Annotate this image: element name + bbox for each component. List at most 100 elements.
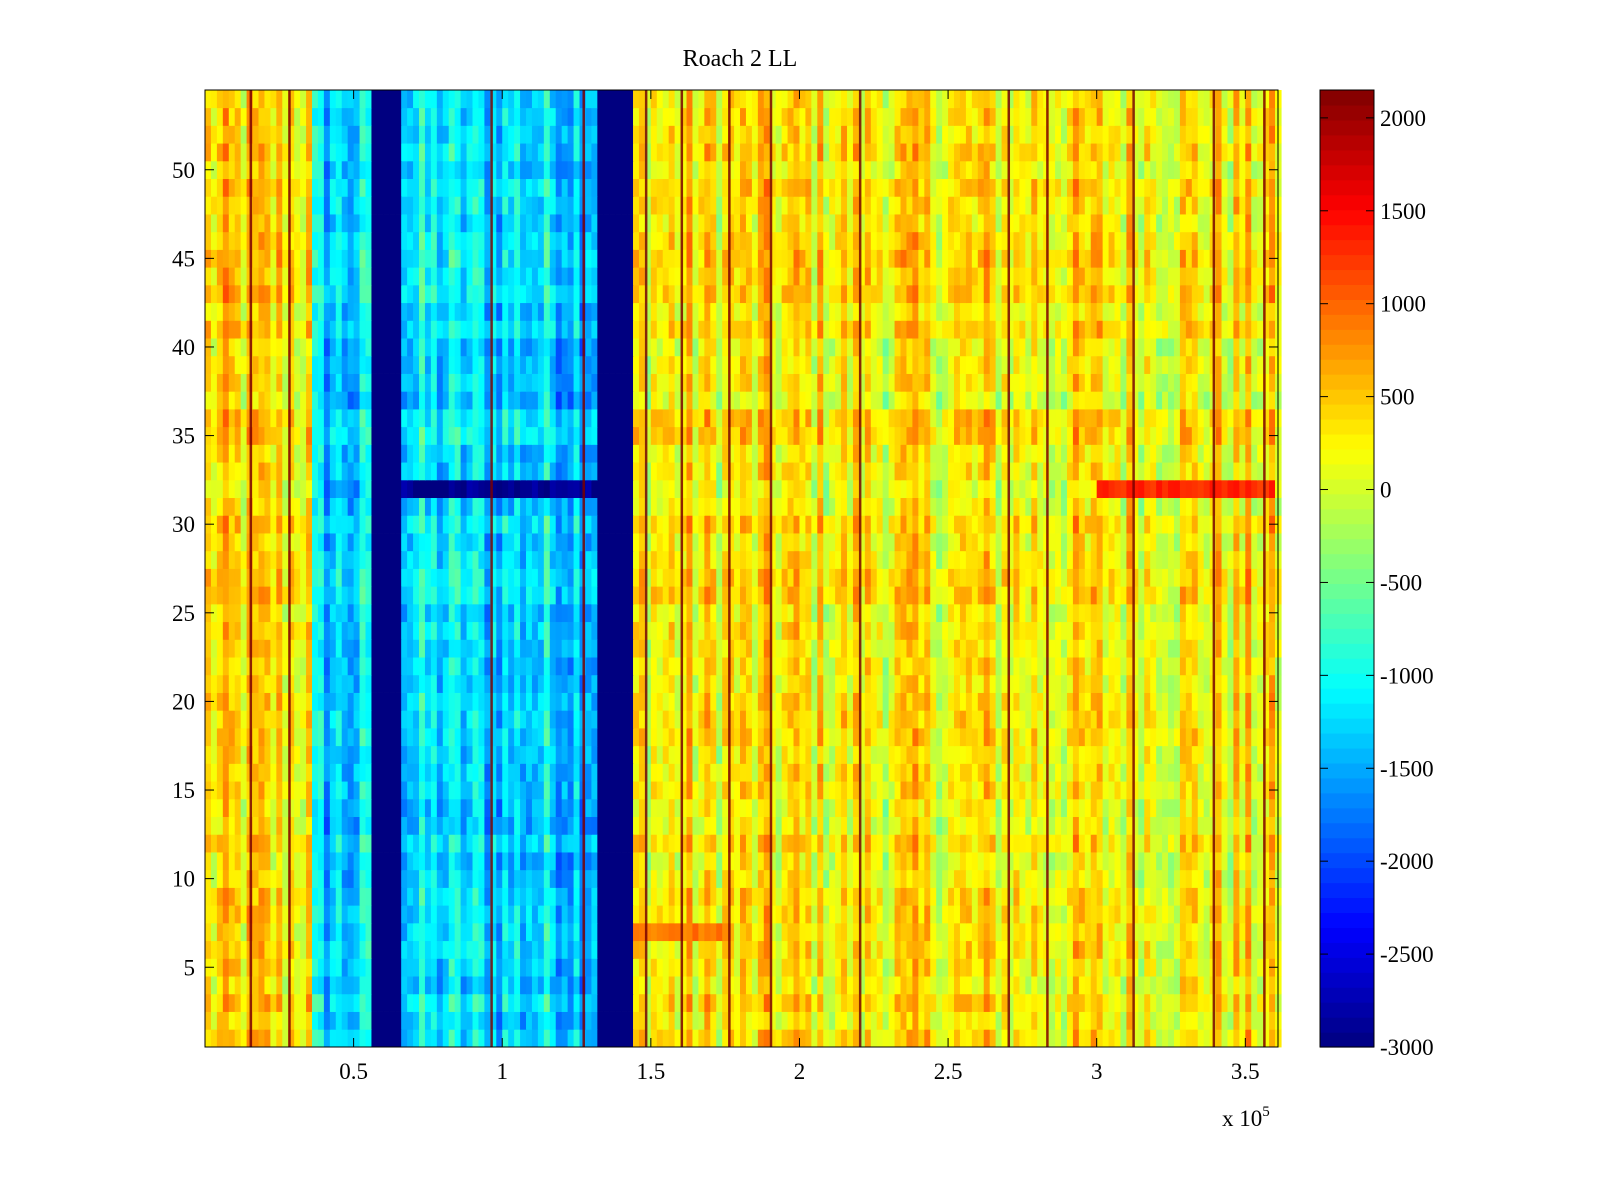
heatmap-cell (1025, 922, 1032, 942)
heatmap-cell (1013, 603, 1021, 623)
heatmap-cell (728, 586, 735, 605)
heatmap-cell (621, 1029, 628, 1048)
heatmap-cell (977, 940, 985, 959)
heatmap-cell (704, 798, 711, 818)
heatmap-cell (520, 710, 527, 729)
heatmap-cell (1084, 834, 1092, 853)
heatmap-cell (1156, 958, 1163, 977)
heatmap-cell (728, 621, 735, 640)
heatmap-cell (597, 586, 604, 605)
heatmap-cell (353, 905, 361, 924)
heatmap-cell (383, 869, 390, 888)
heatmap-cell (852, 816, 860, 835)
heatmap-cell (930, 798, 937, 818)
heatmap-cell (638, 1011, 646, 1030)
heatmap-cell (936, 834, 943, 853)
heatmap-cell (205, 674, 212, 693)
heatmap-cell (264, 993, 271, 1012)
heatmap-cell (383, 976, 390, 995)
heatmap-cell (300, 887, 307, 906)
heatmap-cell (769, 993, 777, 1012)
heatmap-cell (1221, 710, 1229, 729)
heatmap-cell (401, 1011, 408, 1030)
heatmap-cell (644, 798, 652, 818)
heatmap-cell (793, 834, 801, 853)
heatmap-cell (805, 586, 812, 605)
heatmap-cell (1090, 674, 1098, 693)
heatmap-cell (757, 1011, 765, 1030)
heatmap-cell (496, 940, 503, 959)
heatmap-cell (222, 657, 230, 676)
heatmap-cell (858, 674, 866, 693)
heatmap-cell (1251, 869, 1258, 888)
heatmap-cell (1013, 728, 1021, 747)
heatmap-cell (680, 958, 688, 977)
heatmap-cell (1114, 869, 1122, 888)
heatmap-cell (793, 887, 801, 906)
heatmap-cell (424, 798, 432, 818)
heatmap-cell (317, 550, 325, 569)
heatmap-cell (912, 816, 919, 835)
heatmap-cell (924, 568, 931, 587)
heatmap-cell (698, 852, 705, 871)
heatmap-cell (757, 586, 765, 605)
heatmap-cell (222, 869, 230, 888)
heatmap-cell (448, 1029, 456, 1048)
heatmap-cell (888, 905, 896, 924)
heatmap-cell (912, 657, 919, 676)
heatmap-cell (436, 763, 444, 782)
heatmap-cell (1269, 798, 1276, 818)
heatmap-cell (977, 852, 985, 871)
heatmap-cell (288, 798, 295, 818)
heatmap-cell (1049, 568, 1056, 587)
heatmap-cell (1132, 745, 1139, 764)
heatmap-cell (472, 692, 480, 711)
heatmap-cell (1239, 586, 1246, 605)
heatmap-cell (567, 728, 575, 747)
heatmap-cell (466, 674, 474, 693)
heatmap-cell (300, 728, 307, 747)
heatmap-cell (734, 834, 741, 853)
heatmap-cell (1138, 621, 1145, 640)
heatmap-cell (918, 798, 925, 818)
heatmap-cell (294, 692, 301, 711)
heatmap-cell (787, 763, 795, 782)
heatmap-cell (228, 621, 236, 640)
heatmap-cell (234, 958, 242, 977)
heatmap-cell (638, 798, 646, 818)
heatmap-cell (740, 798, 747, 818)
heatmap-cell (317, 639, 325, 658)
heatmap-cell (1078, 834, 1086, 853)
heatmap-cell (692, 1011, 699, 1030)
heatmap-cell (585, 568, 592, 587)
heatmap-cell (484, 958, 491, 977)
heatmap-cell (1096, 798, 1104, 818)
heatmap-cell (1257, 657, 1264, 676)
heatmap-cell (686, 887, 694, 906)
heatmap-cell (823, 621, 830, 640)
heatmap-cell (650, 674, 658, 693)
heatmap-cell (561, 568, 569, 587)
heatmap-cell (942, 603, 949, 623)
heatmap-cell (1031, 798, 1038, 818)
heatmap-cell (341, 568, 349, 587)
heatmap-cell (312, 958, 319, 977)
heatmap-cell (228, 728, 236, 747)
heatmap-cell (668, 816, 676, 835)
heatmap-cell (413, 834, 420, 853)
heatmap-cell (531, 958, 539, 977)
heatmap-cell (1179, 905, 1187, 924)
heatmap-cell (252, 798, 260, 818)
heatmap-cell (460, 586, 468, 605)
heatmap-cell (222, 922, 230, 942)
heatmap-cell (323, 674, 331, 693)
heatmap-cell (448, 550, 456, 569)
heatmap-cell (466, 887, 474, 906)
heatmap-cell (389, 887, 396, 906)
heatmap-cell (650, 1029, 658, 1048)
heatmap-cell (734, 763, 741, 782)
heatmap-cell (1061, 568, 1068, 587)
heatmap-cell (252, 639, 260, 658)
heatmap-cell (965, 816, 973, 835)
heatmap-cell (662, 692, 670, 711)
